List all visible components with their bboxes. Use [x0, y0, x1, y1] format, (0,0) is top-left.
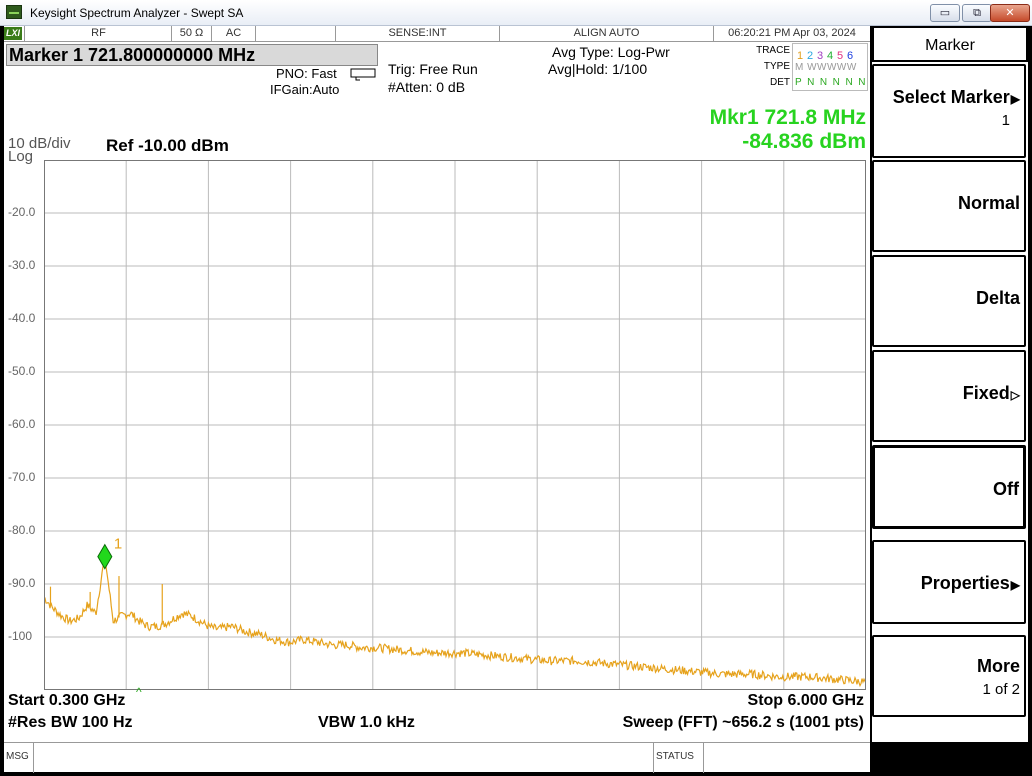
arrow-right-outline-icon: ▷	[1010, 388, 1020, 402]
pno-icon	[350, 68, 376, 81]
trace-number-6: 6	[846, 50, 854, 62]
atten-setting: #Atten: 0 dB	[388, 79, 466, 95]
properties-label: Properties	[920, 573, 1010, 593]
y-tick-label: -80.0	[8, 523, 36, 537]
type-label: TYPE	[763, 61, 790, 72]
avg-type-setting: Avg Type: Log-Pwr	[552, 44, 670, 60]
normal-softkey[interactable]: Normal	[872, 160, 1026, 252]
properties-softkey[interactable]: Properties▶	[872, 540, 1026, 624]
trace-number-1: 1	[796, 50, 804, 62]
sense-indicator: SENSE:INT	[336, 26, 500, 42]
active-function-marker[interactable]: Marker 1 721.800000000 MHz	[6, 44, 378, 66]
app-icon	[6, 5, 22, 19]
rf-indicator: RF	[26, 26, 172, 42]
maximize-button[interactable]: ⧉	[962, 4, 992, 22]
trace-number-2: 2	[806, 50, 814, 62]
y-tick-label: -20.0	[8, 205, 36, 219]
start-caret-icon: ^	[136, 685, 142, 699]
trace-number-3: 3	[816, 50, 824, 62]
off-label: Off	[993, 479, 1019, 499]
start-frequency: Start 0.300 GHz	[8, 692, 126, 709]
msg-label: MSG	[4, 743, 34, 773]
window-title: Keysight Spectrum Analyzer - Swept SA	[30, 6, 244, 20]
trace-det-values: P N N N N N	[795, 77, 867, 88]
marker-level-readout: -84.836 dBm	[742, 130, 866, 153]
normal-label: Normal	[957, 193, 1020, 213]
y-tick-label: -50.0	[8, 364, 36, 378]
avg-hold-setting: Avg|Hold: 1/100	[548, 61, 648, 77]
y-tick-label: -40.0	[8, 311, 36, 325]
y-tick-label: -70.0	[8, 470, 36, 484]
marker-readout: Mkr1 721.8 MHz -84.836 dBm	[710, 106, 866, 154]
close-button[interactable]: ✕	[990, 4, 1030, 22]
trace-number-4: 4	[826, 50, 834, 62]
fixed-softkey[interactable]: Fixed▷	[872, 350, 1026, 442]
select-marker-softkey[interactable]: Select Marker▶ 1	[872, 64, 1026, 158]
sweep-time: Sweep (FFT) ~656.2 s (1001 pts)	[622, 714, 864, 731]
off-softkey[interactable]: Off	[872, 445, 1026, 529]
marker-1: 1	[97, 536, 122, 570]
y-tick-label: -100	[8, 629, 33, 643]
resolution-bandwidth: #Res BW 100 Hz	[8, 714, 133, 731]
coupling-indicator: AC	[212, 26, 256, 42]
delta-label: Delta	[975, 288, 1020, 308]
spectrum-plot[interactable]: 1	[44, 160, 866, 690]
marker-number-label: 1	[114, 536, 122, 553]
trace-label: TRACE	[756, 45, 790, 56]
more-label: More	[976, 656, 1020, 676]
impedance-indicator: 50 Ω	[172, 26, 212, 42]
analyzer-screen: LXI RF 50 Ω AC SENSE:INT ALIGN AUTO 06:2…	[4, 26, 870, 742]
fixed-label: Fixed	[962, 383, 1010, 403]
plot-grid	[44, 160, 866, 690]
more-softkey[interactable]: More 1 of 2	[872, 635, 1026, 717]
det-label: DET	[770, 77, 790, 88]
select-marker-label: Select Marker	[892, 87, 1010, 107]
scale-per-div: 10 dB/div Log	[8, 135, 71, 165]
ifgain-setting: IFGain:Auto	[270, 82, 340, 97]
video-bandwidth: VBW 1.0 kHz	[318, 714, 415, 731]
marker-freq-readout: Mkr1 721.8 MHz	[709, 106, 866, 129]
window-titlebar: Keysight Spectrum Analyzer - Swept SA ▭ …	[0, 0, 1032, 26]
arrow-right-icon: ▶	[1010, 92, 1020, 106]
align-indicator: ALIGN AUTO	[500, 26, 714, 42]
trace-number-5: 5	[836, 50, 844, 62]
scale-log-text: Log	[8, 148, 34, 165]
trigger-setting: Trig: Free Run	[388, 61, 478, 77]
status-row: LXI RF 50 Ω AC SENSE:INT ALIGN AUTO 06:2…	[4, 26, 870, 42]
minimize-button[interactable]: ▭	[930, 4, 960, 22]
softkey-panel: Marker Select Marker▶ 1 Normal Delta Fix…	[872, 26, 1028, 742]
trace-1-line	[44, 555, 866, 688]
y-tick-label: -30.0	[8, 258, 36, 272]
reference-level: Ref -10.00 dBm	[106, 136, 229, 155]
datetime-display: 06:20:21 PM Apr 03, 2024	[728, 27, 856, 39]
y-tick-label: -90.0	[8, 576, 36, 590]
menu-title: Marker	[872, 26, 1028, 62]
stop-frequency: Stop 6.000 GHz	[747, 692, 864, 709]
lxi-icon: LXI	[4, 27, 22, 40]
y-tick-label: -60.0	[8, 417, 36, 431]
select-marker-value: 1	[1001, 112, 1010, 129]
arrow-right-icon: ▶	[1010, 578, 1020, 592]
pno-setting: PNO: Fast	[276, 66, 337, 81]
delta-softkey[interactable]: Delta	[872, 255, 1026, 347]
trace-type-values: M WWWWW	[795, 62, 857, 73]
status-label: STATUS	[654, 743, 704, 773]
marker-diamond-icon	[97, 543, 113, 570]
more-page-indicator: 1 of 2	[982, 681, 1020, 698]
scale-per-div-text: 10 dB/div	[8, 135, 71, 152]
message-bar: MSG STATUS	[4, 742, 870, 773]
